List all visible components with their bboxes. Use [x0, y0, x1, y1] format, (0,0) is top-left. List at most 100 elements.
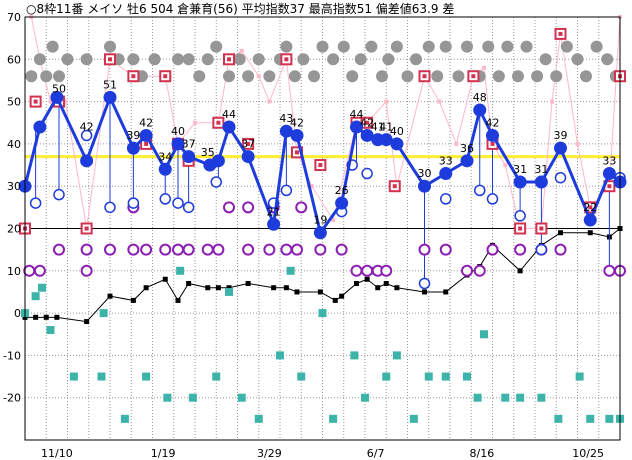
purple-marker	[361, 264, 374, 277]
data-label: 35	[201, 146, 215, 159]
y-tick-label: 10	[7, 265, 21, 278]
main-marker	[379, 133, 393, 147]
teal-marker	[480, 330, 488, 339]
main-marker	[350, 120, 363, 134]
sub-circle-marker	[535, 243, 548, 256]
purple-marker	[242, 243, 255, 256]
pink-marker	[309, 184, 314, 189]
y-tick-label: 70	[7, 11, 21, 24]
gray-marker	[461, 40, 473, 53]
teal-marker	[516, 393, 525, 402]
black-marker	[130, 297, 136, 303]
gray-marker	[201, 53, 214, 66]
purple-marker	[104, 243, 116, 256]
purple-marker	[33, 264, 46, 277]
black-marker	[332, 297, 338, 303]
gray-marker	[512, 70, 524, 83]
gray-marker	[482, 40, 495, 53]
black-marker	[271, 285, 277, 291]
gray-marker	[601, 53, 614, 66]
purple-marker	[242, 201, 255, 214]
purple-marker	[335, 243, 348, 256]
gray-marker	[410, 53, 422, 66]
main-marker	[390, 137, 404, 151]
data-label: 50	[52, 83, 66, 96]
teal-marker	[188, 393, 197, 402]
teal-marker	[69, 372, 78, 381]
pink-marker	[63, 99, 68, 104]
sub-circle-marker	[172, 197, 184, 209]
data-label: 34	[158, 150, 172, 163]
max-box-core	[607, 184, 612, 189]
main-marker	[473, 103, 487, 117]
teal-marker	[537, 393, 546, 402]
gray-marker	[590, 40, 603, 53]
purple-marker	[212, 243, 225, 256]
x-tick-label: 1/19	[151, 447, 176, 460]
black-marker	[394, 285, 400, 291]
data-label: 42	[80, 121, 94, 134]
teal-marker	[361, 393, 369, 402]
max-box-core	[588, 205, 593, 210]
y-tick-label: 50	[7, 96, 21, 109]
data-label: 22	[583, 201, 597, 214]
x-tick-label: 10/25	[572, 447, 604, 460]
gray-marker	[382, 53, 395, 66]
teal-marker	[382, 372, 391, 381]
gray-marker	[223, 70, 235, 83]
main-marker	[554, 141, 567, 155]
purple-marker	[439, 243, 452, 256]
data-label: 21	[267, 205, 281, 218]
pink-marker	[331, 218, 336, 223]
black-marker	[175, 297, 181, 303]
sub-circle-marker	[80, 129, 93, 142]
purple-marker	[23, 264, 36, 277]
teal-marker	[163, 393, 172, 402]
black-marker	[54, 314, 60, 320]
main-marker	[460, 154, 474, 168]
gray-marker	[148, 53, 161, 66]
teal-marker	[120, 414, 129, 423]
gray-marker	[550, 70, 563, 83]
data-label: 41	[379, 121, 393, 134]
sub-circle-marker	[280, 184, 293, 197]
data-label: 51	[103, 78, 117, 91]
gray-marker	[40, 70, 53, 83]
purple-marker	[486, 243, 499, 256]
black-marker	[245, 280, 251, 286]
black-marker	[43, 314, 49, 320]
sub-circle-marker	[53, 188, 65, 201]
teal-marker	[441, 372, 450, 381]
teal-marker	[99, 309, 108, 318]
y-tick-label: 60	[7, 53, 21, 66]
black-marker	[443, 289, 449, 295]
data-label: 44	[222, 108, 236, 121]
sub-circle-marker	[440, 193, 452, 205]
data-label: 30	[418, 167, 432, 180]
gray-marker	[80, 53, 93, 66]
main-marker	[602, 167, 616, 181]
main-marker	[290, 128, 304, 142]
purple-marker	[418, 243, 431, 256]
main-marker	[103, 90, 117, 104]
max-box-core	[490, 141, 495, 146]
gray-marker	[401, 70, 414, 83]
main-marker	[50, 90, 64, 104]
gray-marker	[193, 70, 206, 83]
black-marker	[375, 285, 381, 291]
black-marker	[339, 293, 345, 299]
gray-marker	[233, 53, 246, 66]
purple-marker	[295, 201, 308, 214]
teal-marker	[350, 351, 359, 360]
black-marker	[364, 276, 370, 282]
pink-marker	[437, 99, 442, 104]
data-label: 33	[439, 155, 453, 168]
gray-marker	[53, 70, 65, 83]
gray-marker	[354, 53, 367, 66]
teal-marker	[225, 287, 233, 296]
max-box-core	[284, 57, 289, 62]
purple-marker	[291, 243, 303, 256]
gray-marker	[280, 40, 293, 53]
teal-marker	[586, 414, 595, 423]
